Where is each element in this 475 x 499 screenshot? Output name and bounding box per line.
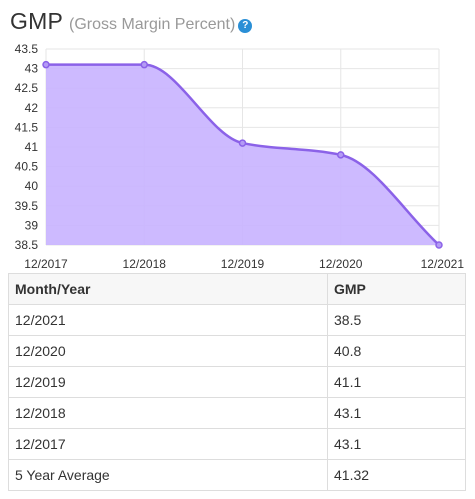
x-tick-label: 12/2021 bbox=[421, 257, 465, 271]
gmp-area-fill bbox=[46, 64, 439, 246]
data-point[interactable] bbox=[42, 60, 50, 69]
chart-header: GMP (Gross Margin Percent) ? bbox=[10, 8, 253, 40]
table-cell-period: 12/2021 bbox=[8, 304, 328, 336]
table-cell-value: 40.8 bbox=[327, 335, 466, 367]
y-tick-label: 42 bbox=[25, 101, 39, 115]
x-tick-label: 12/2017 bbox=[24, 257, 68, 271]
table-cell-period: 12/2017 bbox=[8, 428, 328, 460]
gmp-area-chart: 43.5 43 42.5 42 41.5 41 40.5 40 39.5 39 38.5 12/20… bbox=[15, 42, 465, 271]
y-tick-label: 42.5 bbox=[15, 81, 39, 95]
x-tick-label: 12/2020 bbox=[319, 257, 363, 271]
x-tick-label: 12/2018 bbox=[123, 257, 167, 271]
table-row: 12/2017 43.1 bbox=[8, 428, 466, 460]
data-point[interactable] bbox=[140, 60, 148, 69]
table-cell-period: 12/2020 bbox=[8, 335, 328, 367]
table-cell-period: 5 Year Average bbox=[8, 459, 328, 491]
chart-subtitle: (Gross Margin Percent) bbox=[69, 16, 236, 33]
data-point[interactable] bbox=[435, 241, 443, 249]
table-cell-value: 43.1 bbox=[327, 428, 466, 460]
y-tick-label: 38.5 bbox=[15, 238, 39, 252]
table-row: 12/2018 43.1 bbox=[8, 397, 466, 429]
x-axis-ticks: 12/2017 12/2018 12/2019 12/2020 12/2021 bbox=[24, 257, 464, 271]
column-header-month-year: Month/Year bbox=[8, 273, 328, 305]
y-tick-label: 41 bbox=[25, 140, 39, 154]
y-axis-ticks: 43.5 43 42.5 42 41.5 41 40.5 40 39.5 39 38.5 bbox=[15, 42, 39, 252]
y-tick-label: 40 bbox=[25, 179, 39, 193]
table-row: 12/2020 40.8 bbox=[8, 335, 466, 367]
y-tick-label: 40.5 bbox=[15, 160, 39, 174]
table-row: 12/2021 38.5 bbox=[8, 304, 466, 336]
table-cell-period: 12/2019 bbox=[8, 366, 328, 398]
question-circle-icon[interactable]: ? bbox=[238, 19, 253, 33]
table-cell-period: 12/2018 bbox=[8, 397, 328, 429]
table-row-average: 5 Year Average 41.32 bbox=[8, 459, 466, 491]
gmp-data-table: Month/Year GMP 12/2021 38.5 12/2020 40.8… bbox=[8, 273, 466, 491]
data-point[interactable] bbox=[337, 151, 345, 159]
table-row: 12/2019 41.1 bbox=[8, 366, 466, 398]
table-cell-value: 38.5 bbox=[327, 304, 466, 336]
y-tick-label: 43 bbox=[25, 62, 39, 76]
gmp-data-points bbox=[42, 60, 443, 249]
column-header-gmp: GMP bbox=[327, 273, 466, 305]
table-header-row: Month/Year GMP bbox=[8, 273, 466, 305]
x-tick-label: 12/2019 bbox=[221, 257, 265, 271]
chart-title: GMP bbox=[10, 8, 63, 34]
data-point[interactable] bbox=[238, 139, 247, 147]
y-tick-label: 39 bbox=[25, 218, 39, 232]
table-cell-value: 41.1 bbox=[327, 366, 466, 398]
y-tick-label: 41.5 bbox=[15, 120, 39, 134]
table-cell-value: 43.1 bbox=[327, 397, 466, 429]
y-tick-label: 43.5 bbox=[15, 42, 39, 56]
table-cell-value: 41.32 bbox=[327, 459, 466, 491]
y-tick-label: 39.5 bbox=[15, 199, 39, 213]
